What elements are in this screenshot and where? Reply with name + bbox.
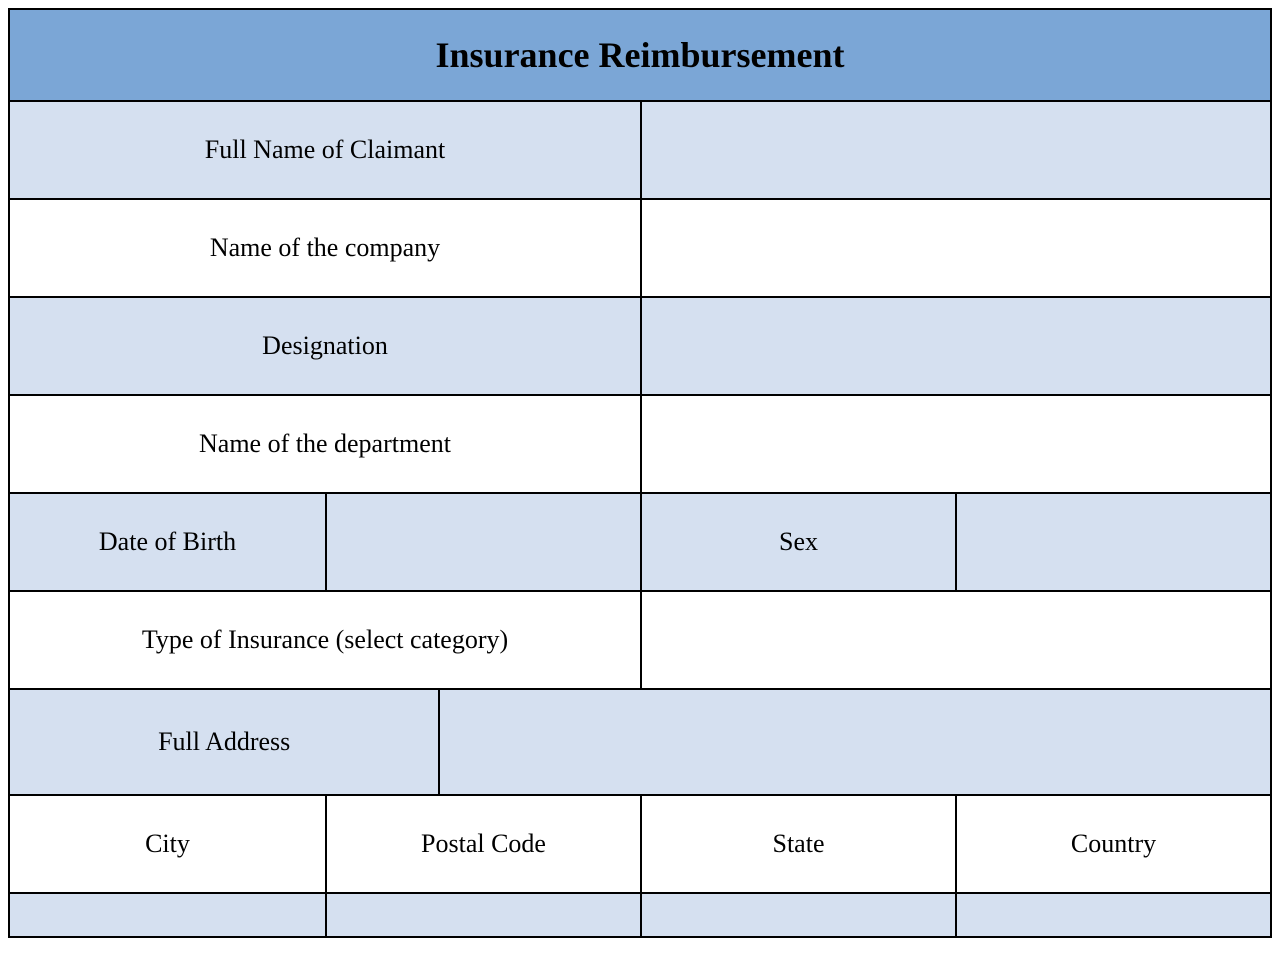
row-full-name: Full Name of Claimant — [10, 102, 1270, 200]
label-full-name: Full Name of Claimant — [10, 102, 640, 198]
value-postal[interactable] — [325, 894, 640, 936]
value-country[interactable] — [955, 894, 1270, 936]
label-state: State — [640, 796, 955, 892]
value-department[interactable] — [640, 396, 1270, 492]
value-city[interactable] — [10, 894, 325, 936]
row-location-labels: City Postal Code State Country — [10, 796, 1270, 894]
value-designation[interactable] — [640, 298, 1270, 394]
insurance-form: Insurance Reimbursement Full Name of Cla… — [8, 8, 1272, 938]
label-company: Name of the company — [10, 200, 640, 296]
label-country: Country — [955, 796, 1270, 892]
value-state[interactable] — [640, 894, 955, 936]
value-insurance-type[interactable] — [640, 592, 1270, 688]
label-designation: Designation — [10, 298, 640, 394]
label-dob: Date of Birth — [10, 494, 325, 590]
value-full-name[interactable] — [640, 102, 1270, 198]
row-designation: Designation — [10, 298, 1270, 396]
value-dob[interactable] — [325, 494, 640, 590]
row-company: Name of the company — [10, 200, 1270, 298]
row-location-values — [10, 894, 1270, 936]
label-sex: Sex — [640, 494, 955, 590]
value-sex[interactable] — [955, 494, 1270, 590]
row-department: Name of the department — [10, 396, 1270, 494]
label-insurance-type: Type of Insurance (select category) — [10, 592, 640, 688]
value-address[interactable] — [438, 690, 1270, 794]
label-city: City — [10, 796, 325, 892]
label-address: Full Address — [10, 690, 438, 794]
form-header-row: Insurance Reimbursement — [10, 10, 1270, 102]
row-dob-sex: Date of Birth Sex — [10, 494, 1270, 592]
form-title: Insurance Reimbursement — [10, 10, 1270, 100]
row-insurance-type: Type of Insurance (select category) — [10, 592, 1270, 690]
row-address: Full Address — [10, 690, 1270, 796]
label-postal: Postal Code — [325, 796, 640, 892]
value-company[interactable] — [640, 200, 1270, 296]
label-department: Name of the department — [10, 396, 640, 492]
